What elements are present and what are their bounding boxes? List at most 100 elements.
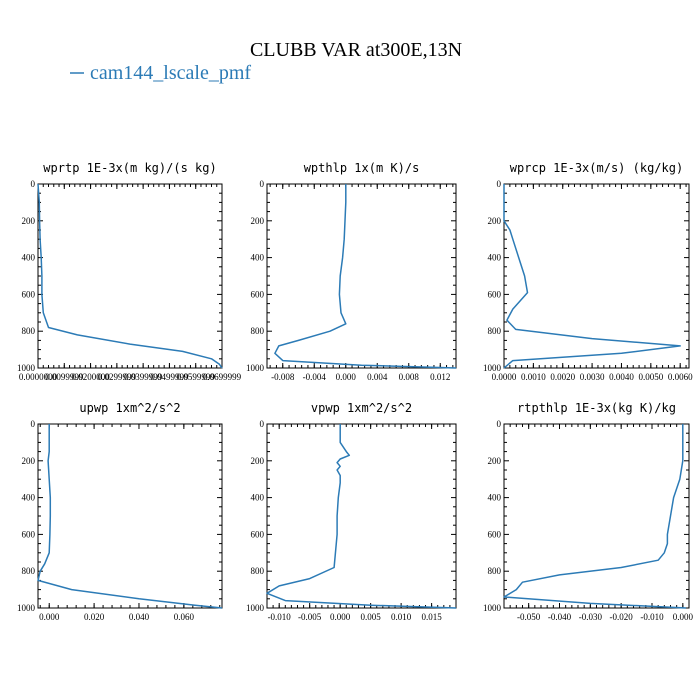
y-tick-label: 600 — [488, 529, 502, 539]
y-tick-label: 600 — [22, 529, 36, 539]
x-tick-label: 0.0699999 — [203, 372, 242, 382]
x-tick-label: -0.008 — [271, 372, 295, 382]
plot-frame — [266, 183, 457, 369]
y-tick-label: 1000 — [483, 363, 502, 373]
y-tick-label: 1000 — [246, 363, 265, 373]
x-tick-label: 0.004 — [367, 372, 388, 382]
y-tick-label: 400 — [488, 253, 502, 263]
x-tick-label: 0.020 — [84, 612, 105, 622]
panel-title: rtpthlp 1E-3x(kg K)/kg — [517, 401, 676, 415]
x-tick-label: -0.030 — [579, 612, 603, 622]
x-tick-label: 0.0499999 — [150, 372, 189, 382]
y-tick-label: 0 — [497, 179, 502, 189]
x-tick-label: -0.010 — [268, 612, 292, 622]
x-tick-label: -0.005 — [298, 612, 322, 622]
x-tick-label: 0.0299999 — [98, 372, 137, 382]
x-tick-label: 0.0000000 — [19, 372, 58, 382]
series-line — [503, 184, 681, 369]
y-tick-label: 600 — [251, 529, 265, 539]
y-tick-label: 0 — [497, 419, 502, 429]
x-tick-label: 0.0060 — [668, 372, 693, 382]
panel-title: wprtp 1E-3x(m kg)/(s kg) — [43, 161, 216, 175]
x-tick-label: 0.0020 — [550, 372, 575, 382]
x-tick-label: 0.0040 — [609, 372, 634, 382]
x-tick-label: 0.040 — [129, 612, 150, 622]
panel-3: wprcp 1E-3x(m/s) (kg/kg) 0 200 400 600 800 100… — [483, 161, 693, 382]
plot-frame — [503, 183, 690, 369]
y-tick-label: 600 — [488, 289, 502, 299]
panel-5: vpwp 1xm^2/s^2 0 200 400 600 800 1000-0.010 -0.… — [246, 401, 457, 622]
series-line — [503, 424, 686, 609]
x-tick-label: 0.060 — [174, 612, 195, 622]
series-line — [37, 424, 223, 609]
x-tick-label: -0.020 — [610, 612, 634, 622]
y-tick-label: 800 — [251, 326, 265, 336]
y-tick-label: 600 — [22, 289, 36, 299]
x-tick-label: 0.015 — [421, 612, 442, 622]
y-tick-label: 200 — [251, 216, 265, 226]
series-line — [266, 424, 457, 609]
x-tick-label: 0.0010 — [521, 372, 546, 382]
y-tick-label: 800 — [22, 566, 36, 576]
y-tick-label: 400 — [22, 253, 36, 263]
x-tick-label: -0.040 — [548, 612, 572, 622]
y-tick-label: 0 — [31, 419, 36, 429]
x-tick-label: 0.0599999 — [177, 372, 216, 382]
y-tick-label: 0 — [260, 419, 265, 429]
y-tick-label: 1000 — [483, 603, 502, 613]
y-tick-label: 400 — [22, 493, 36, 503]
x-tick-label: -0.004 — [303, 372, 327, 382]
x-tick-label: 0.0030 — [580, 372, 605, 382]
series-line — [274, 184, 457, 369]
x-tick-label: 0.0200000 — [71, 372, 110, 382]
y-tick-label: 600 — [251, 289, 265, 299]
x-tick-label: -0.050 — [517, 612, 541, 622]
x-tick-label: 0.010 — [391, 612, 412, 622]
panel-6: rtpthlp 1E-3x(kg K)/kg 0 200 400 600 800 1000 -… — [483, 401, 693, 622]
y-tick-label: 200 — [488, 456, 502, 466]
y-tick-label: 400 — [251, 493, 265, 503]
x-tick-label: 0.012 — [430, 372, 450, 382]
x-tick-label: 0.000 — [336, 372, 357, 382]
panel-1: wprtp 1E-3x(m kg)/(s kg) 0 200 400 600 800 100… — [17, 161, 242, 382]
y-tick-label: 1000 — [17, 603, 36, 613]
y-tick-label: 200 — [22, 456, 36, 466]
panels-grid: wprtp 1E-3x(m kg)/(s kg) 0 200 400 600 800 100… — [17, 161, 693, 622]
y-tick-label: 200 — [22, 216, 36, 226]
y-tick-label: 200 — [251, 456, 265, 466]
x-tick-label: 0.0099999 — [45, 372, 84, 382]
x-tick-label: 0.0399999 — [124, 372, 163, 382]
x-tick-label: 0.008 — [399, 372, 420, 382]
x-tick-label: 0.0050 — [638, 372, 663, 382]
plot-frame — [266, 423, 457, 609]
y-tick-label: 800 — [251, 566, 265, 576]
figure-title: CLUBB VAR at300E,13N — [250, 39, 462, 61]
x-tick-label: 0.000 — [673, 612, 694, 622]
y-tick-label: 800 — [488, 566, 502, 576]
y-tick-label: 0 — [260, 179, 265, 189]
plot-frame — [37, 183, 223, 369]
y-tick-label: 400 — [488, 493, 502, 503]
y-tick-label: 800 — [22, 326, 36, 336]
x-tick-label: 0.000 — [39, 612, 60, 622]
y-tick-label: 400 — [251, 253, 265, 263]
plot-frame — [37, 423, 223, 609]
x-tick-label: 0.000 — [330, 612, 351, 622]
y-tick-label: 1000 — [17, 363, 36, 373]
y-tick-label: 800 — [488, 326, 502, 336]
y-tick-label: 200 — [488, 216, 502, 226]
series-line — [37, 183, 223, 369]
y-tick-label: 1000 — [246, 603, 265, 613]
x-tick-label: 0.0000 — [492, 372, 517, 382]
x-tick-label: 0.005 — [361, 612, 382, 622]
panel-title: upwp 1xm^2/s^2 — [79, 401, 180, 415]
panel-title: vpwp 1xm^2/s^2 — [311, 401, 412, 415]
panel-title: wpthlp 1x(m K)/s — [304, 161, 420, 175]
x-tick-label: -0.010 — [640, 612, 664, 622]
panel-2: wpthlp 1x(m K)/s 0 200 400 600 800 1000 -0.008-… — [246, 161, 457, 382]
panel-title: wprcp 1E-3x(m/s) (kg/kg) — [510, 161, 683, 175]
y-tick-label: 0 — [31, 179, 36, 189]
legend-label: cam144_lscale_pmf — [90, 62, 251, 84]
